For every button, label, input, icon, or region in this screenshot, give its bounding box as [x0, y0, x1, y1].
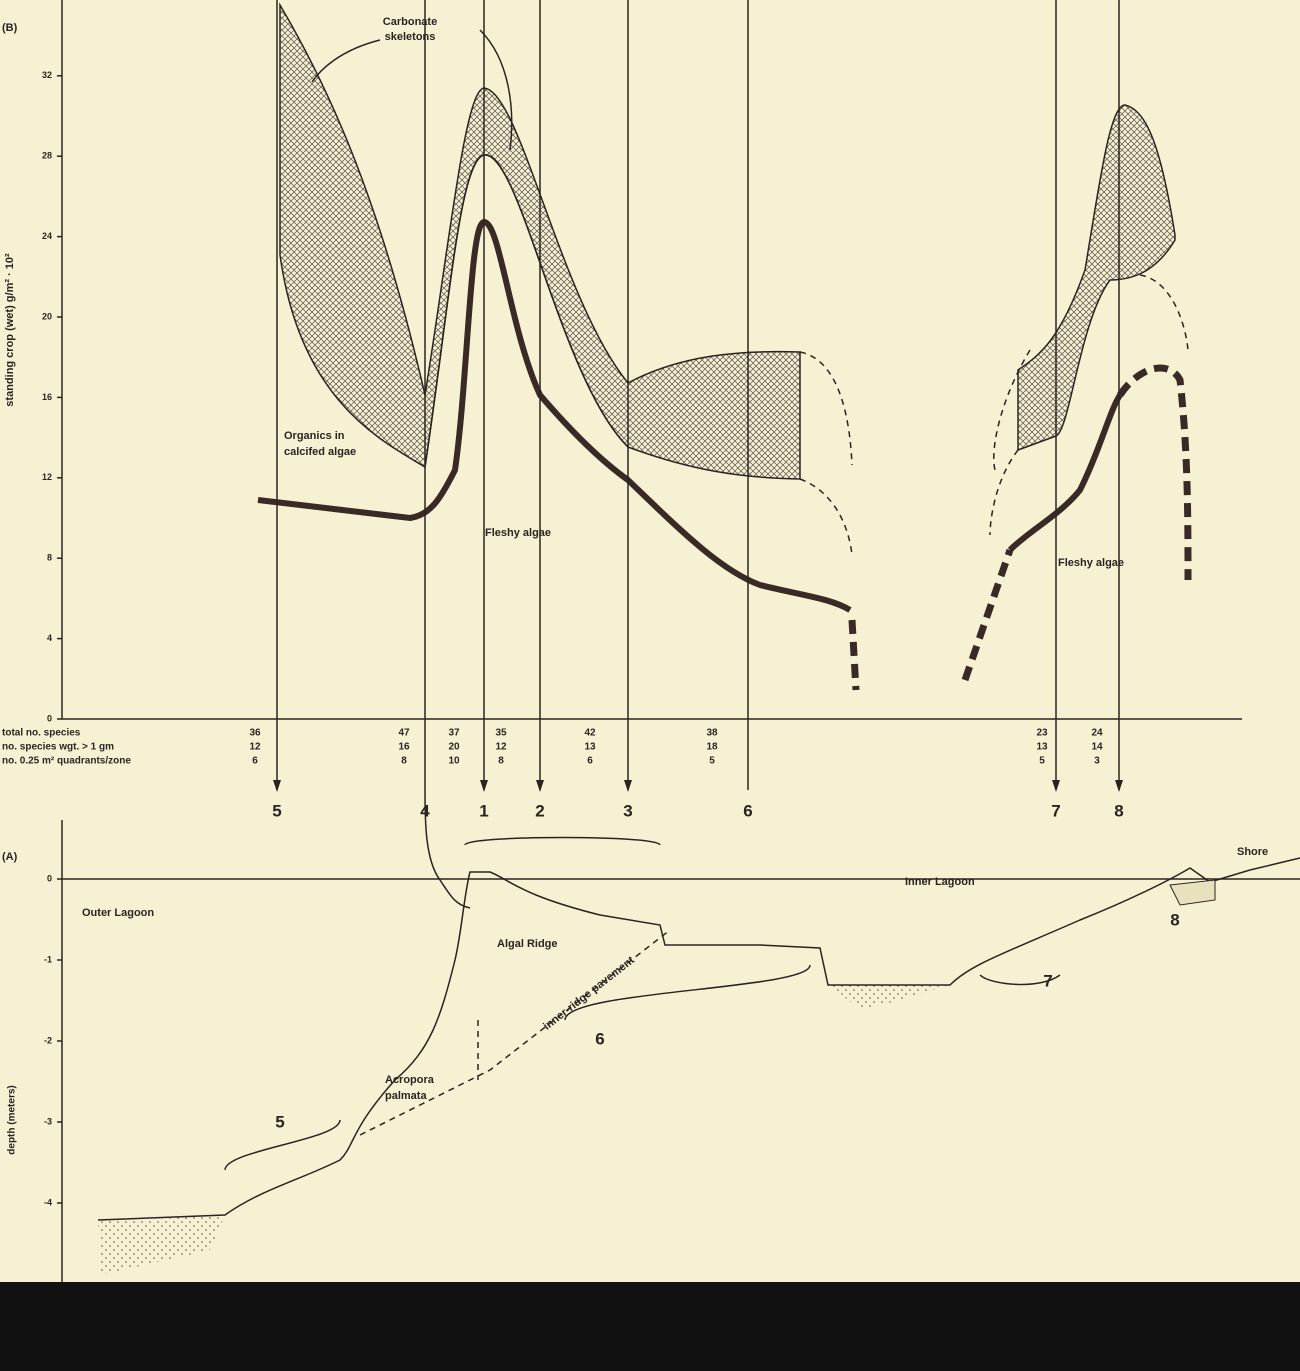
row-label: total no. species	[2, 728, 81, 739]
shore-rock	[1169, 879, 1216, 906]
zone-number: 5	[272, 801, 281, 820]
region-label: palmata	[385, 1090, 427, 1102]
region-label: Outer Lagoon	[82, 907, 154, 919]
fleshy-right-dashed	[1117, 364, 1192, 581]
band-dashed	[799, 351, 853, 556]
zone-number: 6	[595, 1029, 604, 1048]
fleshy-label: Fleshy algae	[1058, 557, 1124, 569]
zone-arrow	[480, 780, 488, 792]
table-value: 42	[584, 728, 596, 739]
y-tick-label: 0	[47, 713, 52, 723]
zone-number: 7	[1051, 801, 1060, 820]
table-value: 6	[252, 756, 258, 767]
zone-number: 1	[479, 801, 488, 820]
region-label: Acropora	[385, 1074, 435, 1086]
row-label: no. species wgt. > 1 gm	[2, 742, 114, 753]
table-value: 8	[498, 756, 504, 767]
y-tick-label: 32	[42, 70, 52, 80]
table-value: 24	[1091, 728, 1103, 739]
y-tick-label: -3	[44, 1116, 52, 1126]
reef-profile	[97, 857, 1300, 1221]
table-value: 23	[1036, 728, 1048, 739]
table-value: 12	[249, 742, 261, 753]
fleshy-label: Fleshy algae	[485, 527, 551, 539]
footer-bar	[0, 1282, 1300, 1371]
right-dashed	[989, 274, 1189, 536]
y-axis-title: standing crop (wet) g/m² · 10²	[4, 253, 16, 407]
y-tick-label: 4	[47, 633, 52, 643]
zone-arrow	[1115, 780, 1123, 792]
organics-label: calcifed algae	[284, 446, 356, 458]
table-value: 14	[1091, 742, 1103, 753]
carbonate-label: skeletons	[385, 31, 436, 43]
fleshy-line	[257, 218, 852, 613]
y-tick-label: 28	[42, 151, 52, 161]
zone-arrow	[273, 780, 281, 792]
table-value: 12	[495, 742, 507, 753]
table-value: 18	[706, 742, 718, 753]
zone4-arrow	[424, 789, 471, 909]
table-value: 3	[1094, 756, 1100, 767]
organics-label: Organics in	[284, 430, 345, 442]
y-tick-label: 8	[47, 553, 52, 563]
table-value: 10	[448, 756, 460, 767]
label-leaders	[311, 29, 513, 151]
y-tick-label: 20	[42, 311, 52, 321]
table-value: 36	[249, 728, 261, 739]
zone-arrow	[536, 780, 544, 792]
y-tick-label: -2	[44, 1035, 52, 1045]
zone-number: 2	[535, 801, 544, 820]
table-value: 6	[587, 756, 593, 767]
row-label: no. 0.25 m² quadrants/zone	[2, 756, 131, 767]
y-tick-label: 12	[42, 472, 52, 482]
right-band	[1017, 104, 1176, 452]
table-value: 38	[706, 728, 718, 739]
region-label: Shore	[1237, 846, 1268, 858]
table-value: 47	[398, 728, 410, 739]
outer-sediment	[98, 1215, 225, 1275]
y-tick-label: -1	[44, 954, 52, 964]
inner-sediment	[830, 985, 950, 1010]
carbonate-label: Carbonate	[383, 16, 437, 28]
panel-label: (A)	[2, 851, 18, 863]
table-value: 20	[448, 742, 460, 753]
table-value: 8	[401, 756, 407, 767]
table-value: 5	[1039, 756, 1045, 767]
zone-number: 6	[743, 801, 752, 820]
panel-label: (B)	[2, 22, 18, 34]
zone-number: 7	[1043, 971, 1052, 990]
fleshy-right	[1007, 393, 1123, 553]
y-tick-label: -4	[44, 1197, 52, 1207]
zone-braces	[224, 964, 1061, 1171]
zone-number: 4	[420, 801, 430, 820]
zone-number: 3	[623, 801, 632, 820]
region-label: Algal Ridge	[497, 938, 558, 950]
table-value: 37	[448, 728, 460, 739]
region-label: Inner Lagoon	[905, 876, 975, 888]
y-axis-title: depth (meters)	[7, 1085, 18, 1154]
table-value: 16	[398, 742, 410, 753]
y-tick-label: 24	[42, 231, 52, 241]
table-value: 35	[495, 728, 507, 739]
pavement-line	[359, 929, 671, 1136]
fleshy-dashed	[848, 548, 1014, 691]
zone-arrow	[1052, 780, 1060, 792]
zones-brace	[464, 836, 661, 846]
table-value: 13	[584, 742, 596, 753]
y-tick-label: 0	[47, 873, 52, 883]
zone-number: 8	[1170, 910, 1179, 929]
table-value: 5	[709, 756, 715, 767]
y-tick-label: 16	[42, 392, 52, 402]
zone-number: 5	[275, 1112, 284, 1131]
table-value: 13	[1036, 742, 1048, 753]
zone-number: 8	[1114, 801, 1123, 820]
zone-arrow	[624, 780, 632, 792]
